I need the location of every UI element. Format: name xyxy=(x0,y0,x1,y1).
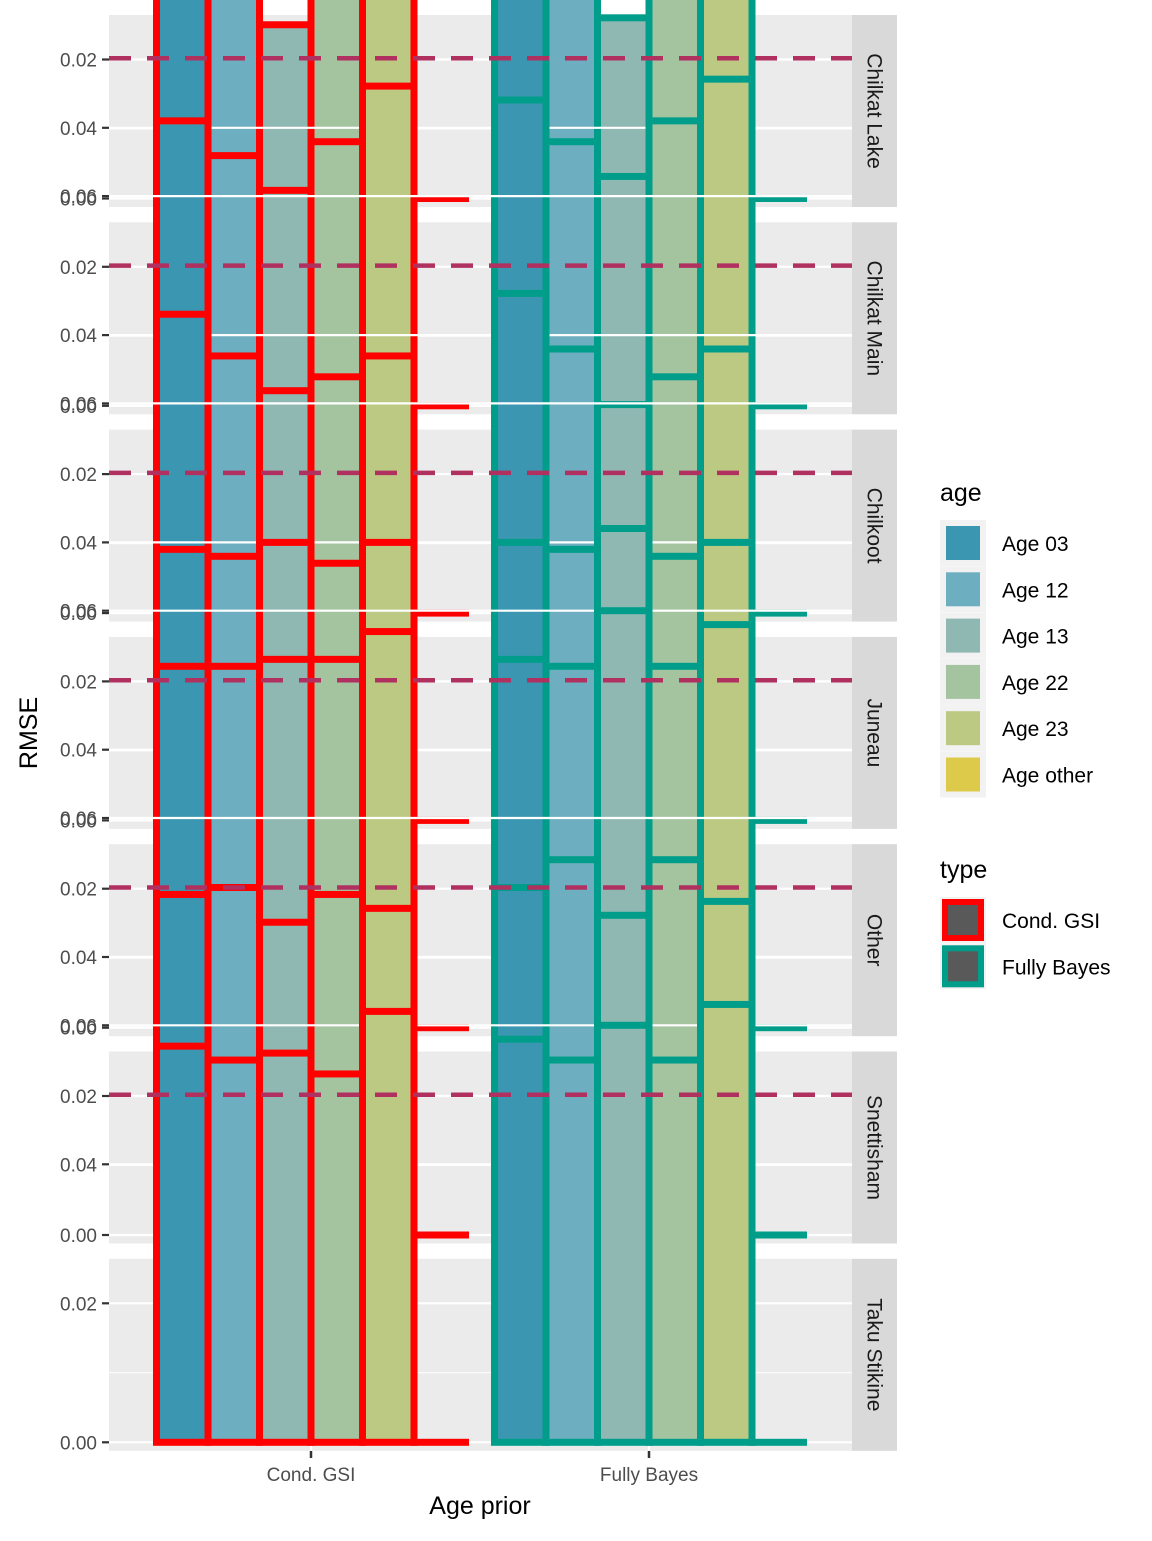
age-legend-title: age xyxy=(940,479,982,507)
legend-swatch xyxy=(946,619,980,653)
bar xyxy=(598,18,650,199)
legend-swatch xyxy=(946,526,980,560)
y-tick-label: 0.06 xyxy=(60,809,97,830)
facet-strip-label: Chilkat Lake xyxy=(863,53,886,169)
y-tick-label: 0.02 xyxy=(60,672,97,693)
y-tick-label: 0.06 xyxy=(60,602,97,623)
y-tick-label: 0.00 xyxy=(60,1433,97,1454)
x-axis-title: Age prior xyxy=(429,1492,530,1520)
bar xyxy=(649,1060,701,1442)
y-tick-label: 0.02 xyxy=(60,880,97,901)
bar xyxy=(208,1060,260,1442)
y-tick-label: 0.04 xyxy=(60,326,97,347)
legend-swatch xyxy=(945,902,981,938)
age-legend: age Age 03 Age 12 Age 13 Age 22 Age 23 Age ot… xyxy=(940,479,1093,798)
facet-strip-label: Taku Stikine xyxy=(863,1298,886,1411)
y-tick-label: 0.06 xyxy=(60,1016,97,1037)
facet-strip-label: Juneau xyxy=(863,698,886,767)
y-tick-label: 0.06 xyxy=(60,187,97,208)
legend-swatch xyxy=(946,711,980,745)
x-tick-label: Fully Bayes xyxy=(600,1465,698,1486)
facet-strip-label: Chilkat Main xyxy=(863,261,886,377)
legend-label: Age 13 xyxy=(1002,626,1069,649)
type-legend: type Cond. GSI Fully Bayes xyxy=(940,856,1111,989)
x-tick-label: Cond. GSI xyxy=(267,1465,356,1486)
facet-strip-label: Chilkoot xyxy=(863,488,886,564)
bar xyxy=(363,1011,415,1442)
bar xyxy=(495,1039,547,1442)
legend-label: Age other xyxy=(1002,765,1093,788)
y-tick-label: 0.02 xyxy=(60,1087,97,1108)
facet-strip-label: Other xyxy=(863,914,886,967)
y-tick-label: 0.06 xyxy=(60,394,97,415)
y-tick-label: 0.02 xyxy=(60,465,97,486)
bar xyxy=(546,1060,598,1442)
legend-label: Age 23 xyxy=(1002,718,1069,741)
bar xyxy=(649,121,701,406)
legend-swatch xyxy=(946,665,980,699)
legend-swatch xyxy=(945,948,981,984)
x-axis: Cond. GSI Fully Bayes Age prior xyxy=(267,1451,698,1520)
legend-label: Age 03 xyxy=(1002,533,1069,556)
facet-strip-label: Snettisham xyxy=(863,1095,886,1200)
legend-swatch xyxy=(946,572,980,606)
bar xyxy=(598,1025,650,1442)
type-legend-title: type xyxy=(940,856,987,884)
y-tick-label: 0.04 xyxy=(60,948,97,969)
bar xyxy=(260,1053,312,1442)
y-tick-label: 0.04 xyxy=(60,741,97,762)
y-tick-label: 0.04 xyxy=(60,1155,97,1176)
bar xyxy=(701,1004,753,1442)
legend-label: Cond. GSI xyxy=(1002,910,1100,933)
legend-label: Fully Bayes xyxy=(1002,956,1111,979)
y-tick-label: 0.02 xyxy=(60,1294,97,1315)
y-tick-label: 0.04 xyxy=(60,533,97,554)
bar xyxy=(157,1046,209,1442)
bar xyxy=(260,25,312,199)
legend-label: Age 12 xyxy=(1002,579,1069,602)
type-legend-items: Cond. GSI Fully Bayes xyxy=(940,897,1111,989)
bar xyxy=(311,1074,363,1442)
y-tick-label: 0.02 xyxy=(60,258,97,279)
bar xyxy=(598,176,650,405)
y-tick-label: 0.04 xyxy=(60,119,97,140)
y-axis-title: RMSE xyxy=(15,697,43,769)
y-tick-label: 0.06 xyxy=(60,0,97,1)
bar xyxy=(260,190,312,405)
chart-panels: 0.00 0.02 0.04 0.06 Chilkat Lake 0.00 0.02 0.04… xyxy=(60,0,897,1454)
bar xyxy=(311,142,363,406)
age-legend-items: Age 03 Age 12 Age 13 Age 22 Age 23 Age other xyxy=(940,520,1093,798)
legend-label: Age 22 xyxy=(1002,672,1069,695)
y-tick-label: 0.02 xyxy=(60,51,97,72)
y-tick-label: 0.00 xyxy=(60,1226,97,1247)
legend-swatch xyxy=(946,758,980,792)
